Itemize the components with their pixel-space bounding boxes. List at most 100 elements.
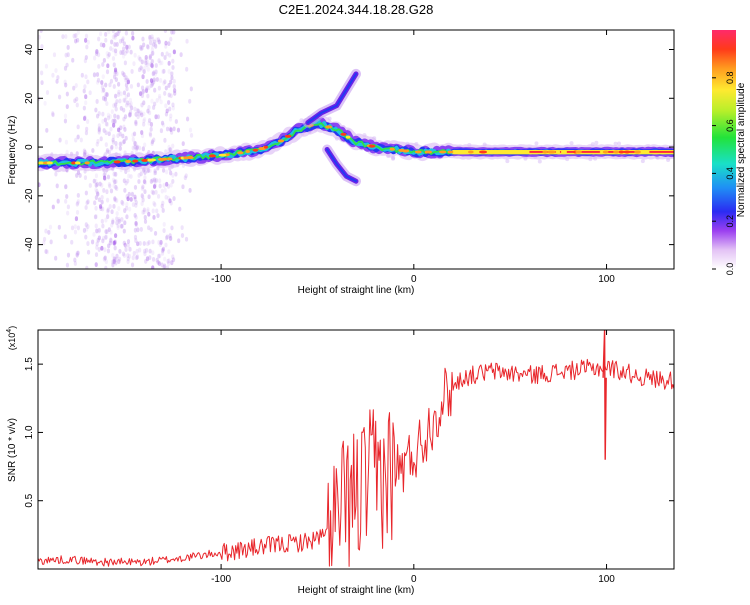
scatter-speckle xyxy=(97,197,102,203)
scatter-speckle xyxy=(76,134,80,140)
scatter-speckle xyxy=(114,184,118,190)
scatter-speckle xyxy=(105,149,109,155)
scatter-speckle xyxy=(113,113,117,119)
scatter-speckle xyxy=(95,191,100,196)
scatter-speckle xyxy=(93,200,97,206)
scatter-speckle xyxy=(148,54,153,59)
scatter-speckle xyxy=(63,65,68,71)
scatter-speckle xyxy=(166,261,171,266)
scatter-speckle xyxy=(124,135,128,141)
scatter-speckle xyxy=(57,224,61,230)
scatter-speckle xyxy=(94,262,98,268)
scatter-speckle xyxy=(112,134,116,139)
scatter-speckle xyxy=(75,251,79,257)
scatter-speckle xyxy=(172,84,176,89)
scatter-speckle xyxy=(65,91,69,97)
scatter-speckle xyxy=(139,44,143,50)
scatter-speckle xyxy=(103,96,108,102)
ridge-hotspot xyxy=(263,145,269,149)
scatter-speckle xyxy=(96,191,100,197)
scatter-speckle xyxy=(112,84,116,89)
scatter-speckle xyxy=(147,110,152,116)
scatter-speckle xyxy=(158,183,162,189)
scatter-speckle xyxy=(142,179,147,185)
scatter-speckle xyxy=(40,44,44,49)
ridge-hotspot xyxy=(560,150,568,154)
scatter-speckle xyxy=(172,78,176,84)
scatter-speckle xyxy=(133,140,137,146)
scatter-speckle xyxy=(129,196,133,202)
scatter-speckle xyxy=(169,182,173,188)
scatter-speckle xyxy=(100,199,104,205)
scatter-speckle xyxy=(134,200,138,205)
scatter-speckle xyxy=(172,196,176,201)
scatter-speckle xyxy=(100,84,105,90)
scatter-speckle xyxy=(48,224,53,230)
scatter-speckle xyxy=(85,119,90,124)
scatter-speckle xyxy=(120,141,124,147)
scatter-speckle xyxy=(148,255,152,261)
scatter-speckle xyxy=(146,207,150,212)
scatter-speckle xyxy=(118,146,122,151)
scatter-speckle xyxy=(121,50,125,55)
scatter-speckle xyxy=(105,101,109,106)
scatter-speckle xyxy=(141,88,145,94)
spectrogram-panel: -100 0 100 -40 -20 0 20 40 Height of straight … xyxy=(7,29,675,296)
ridge-hotspot xyxy=(447,150,454,154)
scatter-speckle xyxy=(88,183,92,188)
scatter-speckle xyxy=(104,82,108,88)
scatter-speckle xyxy=(180,225,184,231)
scatter-speckle xyxy=(145,56,149,62)
scatter-speckle xyxy=(152,170,157,176)
scatter-speckle xyxy=(123,51,127,56)
scatter-speckle xyxy=(144,55,148,60)
scatter-speckle xyxy=(143,179,147,185)
scatter-speckle xyxy=(159,78,163,83)
ridge-hotspot xyxy=(277,139,285,143)
scatter-speckle xyxy=(152,200,156,206)
ridge-hotspot xyxy=(161,157,168,161)
scatter-speckle xyxy=(115,253,119,259)
scatter-speckle xyxy=(151,50,155,56)
scatter-speckle xyxy=(134,222,138,228)
snr-x-ticks: -100 0 100 xyxy=(211,330,615,585)
scatter-speckle xyxy=(144,88,149,94)
scatter-speckle xyxy=(130,191,134,197)
scatter-speckle xyxy=(122,46,126,52)
scatter-speckle xyxy=(99,42,103,48)
scatter-speckle xyxy=(93,214,98,220)
scatter-speckle xyxy=(113,67,118,73)
scatter-speckle xyxy=(148,132,153,138)
scatter-speckle xyxy=(92,232,96,237)
scatter-speckle xyxy=(123,187,127,193)
scatter-speckle xyxy=(148,40,153,46)
scatter-speckle xyxy=(133,212,137,218)
scatter-speckle xyxy=(152,79,156,85)
scatter-speckle xyxy=(146,108,150,114)
scatter-speckle xyxy=(169,79,173,85)
scatter-speckle xyxy=(170,129,174,135)
scatter-speckle xyxy=(156,259,160,265)
scatter-speckle xyxy=(113,197,117,203)
colorbar-label: Normalized spectral amplitude xyxy=(736,82,747,217)
scatter-speckle xyxy=(132,131,137,137)
scatter-speckle xyxy=(117,89,121,95)
lower-branch-core xyxy=(326,148,357,183)
scatter-speckle xyxy=(128,246,132,252)
scatter-speckle xyxy=(74,83,78,88)
x-tick-label: -100 xyxy=(211,274,231,285)
scatter-speckle xyxy=(111,177,116,183)
scatter-speckle xyxy=(138,247,142,253)
ridge-hotspot xyxy=(218,153,227,157)
scatter-speckle xyxy=(109,237,113,243)
scatter-speckle xyxy=(75,252,79,258)
scatter-speckle xyxy=(111,218,115,224)
scatter-speckle xyxy=(103,255,107,261)
scatter-speckle xyxy=(97,123,101,129)
x-tick-label: 100 xyxy=(598,574,615,585)
ridge-hotspot xyxy=(613,150,620,154)
scatter-speckle xyxy=(142,209,146,215)
scatter-speckle xyxy=(105,92,109,97)
scatter-speckle xyxy=(112,183,116,189)
scatter-speckle xyxy=(140,59,144,65)
